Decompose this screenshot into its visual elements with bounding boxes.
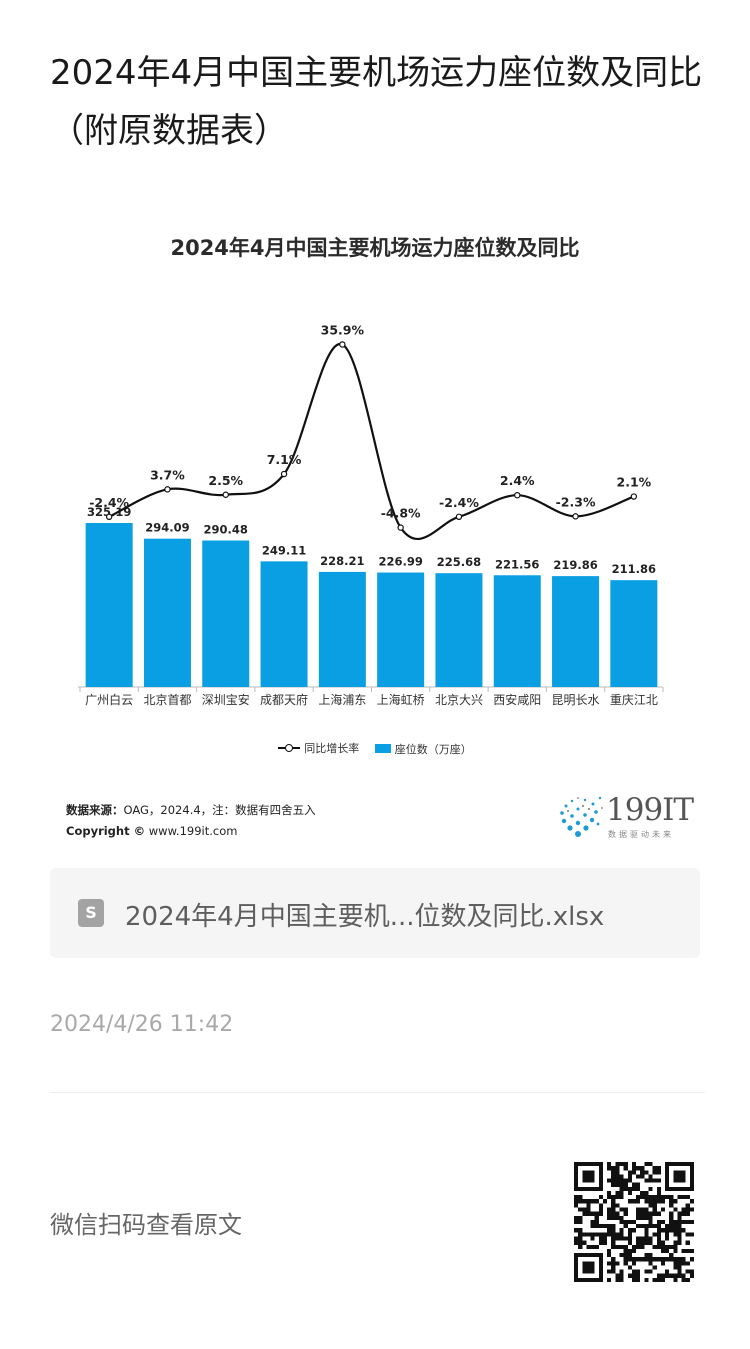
spreadsheet-icon: S xyxy=(78,899,104,927)
growth-value-label: 2.1% xyxy=(617,475,652,490)
growth-point xyxy=(572,513,579,520)
source-label: 数据来源： xyxy=(66,803,124,817)
chart-title: 2024年4月中国主要机场运力座位数及同比 xyxy=(170,236,580,260)
brand-logo: 199IT 数据驱动未来 xyxy=(558,792,698,842)
chart-legend: 同比增长率 座位数（万座） xyxy=(50,740,700,757)
growth-value-label: 7.1% xyxy=(267,452,302,467)
timestamp: 2024/4/26 11:42 xyxy=(50,1012,234,1037)
copyright-label: Copyright © xyxy=(66,824,146,838)
x-tick-label: 西安咸阳 xyxy=(493,692,541,707)
copyright-url: www.199it.com xyxy=(148,824,238,838)
brand-dots-icon xyxy=(560,796,603,837)
copyright-line: Copyright © www.199it.com xyxy=(66,821,316,842)
divider xyxy=(50,1092,705,1093)
growth-value-label: 35.9% xyxy=(321,322,365,337)
x-tick-label: 上海浦东 xyxy=(318,692,366,707)
growth-value-label: -2.4% xyxy=(439,495,479,510)
bar xyxy=(610,580,658,687)
bar-value-label: 221.56 xyxy=(495,557,539,571)
bar-value-label: 225.68 xyxy=(437,555,481,569)
bar xyxy=(377,572,425,687)
bar-value-label: 226.99 xyxy=(378,555,422,569)
legend-bar-marker xyxy=(374,744,391,753)
growth-point xyxy=(514,492,521,499)
growth-value-label: -4.8% xyxy=(381,506,421,521)
article-title: 2024年4月中国主要机场运力座位数及同比（附原数据表） xyxy=(50,53,703,151)
qr-code-icon[interactable] xyxy=(574,1162,694,1282)
growth-value-label: 2.4% xyxy=(500,473,535,488)
growth-point xyxy=(280,470,288,478)
legend-item-seats: 座位数（万座） xyxy=(374,741,472,757)
growth-point xyxy=(397,524,404,531)
growth-value-label: -2.3% xyxy=(556,494,596,509)
bar-value-label: 219.86 xyxy=(553,558,597,572)
file-name[interactable]: 2024年4月中国主要机...位数及同比.xlsx xyxy=(125,902,605,932)
brand-tagline: 数据驱动未来 xyxy=(608,830,674,839)
bar xyxy=(318,571,366,687)
bar-value-label: 249.11 xyxy=(262,543,306,557)
growth-point xyxy=(339,341,346,348)
chart-card: 325.19 广州白云 294.09 北京首都 290.48 深圳宝安 249.11 成都天府… xyxy=(50,200,700,850)
x-tick-label: 上海虹桥 xyxy=(377,692,425,707)
x-tick-label: 深圳宝安 xyxy=(202,692,250,707)
growth-point xyxy=(455,513,463,520)
bar xyxy=(143,538,191,687)
growth-point xyxy=(164,486,171,493)
legend-label-growth: 同比增长率 xyxy=(304,742,360,755)
bar-value-label: 325.19 xyxy=(87,505,131,519)
bar xyxy=(493,575,541,687)
legend-item-growth: 同比增长率 xyxy=(278,740,359,756)
growth-point xyxy=(105,513,113,520)
chart-svg: 325.19 广州白云 294.09 北京首都 290.48 深圳宝安 249.11 成都天府… xyxy=(78,322,664,707)
source-text: OAG，2024.4，注：数据有四舍五入 xyxy=(123,803,316,817)
bar-value-label: 290.48 xyxy=(204,523,248,537)
brand-name: 199IT xyxy=(606,792,694,828)
bar xyxy=(85,523,133,687)
growth-line xyxy=(108,343,635,541)
bar xyxy=(552,576,600,687)
bar xyxy=(202,540,250,687)
bar-value-label: 228.21 xyxy=(320,554,364,568)
chart-source: 数据来源：OAG，2024.4，注：数据有四舍五入 Copyright © ww… xyxy=(66,800,316,842)
x-tick-label: 北京大兴 xyxy=(435,693,483,707)
growth-value-label: -2.4% xyxy=(89,495,129,510)
x-tick-label: 成都天府 xyxy=(260,692,308,707)
legend-label-seats: 座位数（万座） xyxy=(394,742,472,756)
x-tick-label: 昆明长水 xyxy=(552,693,600,707)
x-tick-label: 北京首都 xyxy=(143,693,191,707)
growth-value-label: 3.7% xyxy=(150,467,185,482)
growth-point xyxy=(630,493,638,500)
x-tick-label: 重庆江北 xyxy=(610,693,658,707)
growth-value-label: 2.5% xyxy=(208,473,243,488)
bar xyxy=(260,561,308,687)
growth-point xyxy=(222,491,229,498)
source-line: 数据来源：OAG，2024.4，注：数据有四舍五入 xyxy=(66,800,316,821)
scan-label: 微信扫码查看原文 xyxy=(50,1211,242,1239)
bar-value-label: 211.86 xyxy=(612,562,656,576)
legend-line-marker xyxy=(278,743,301,753)
x-tick-label: 广州白云 xyxy=(85,692,133,707)
file-attachment[interactable]: S 2024年4月中国主要机...位数及同比.xlsx xyxy=(50,868,700,958)
bar xyxy=(435,573,483,687)
bar-value-label: 294.09 xyxy=(145,521,189,535)
